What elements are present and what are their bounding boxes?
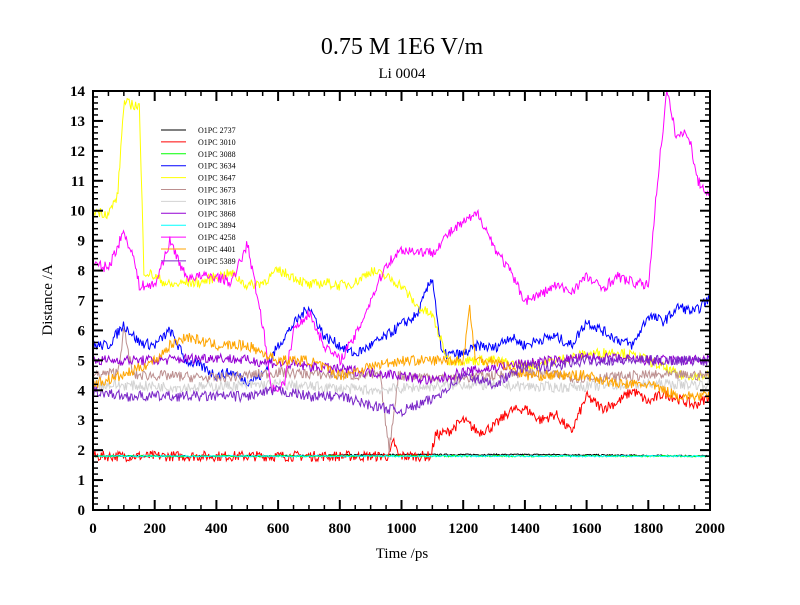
series-line-o1pc-3673 <box>92 328 710 453</box>
x-tick-label: 0 <box>89 521 97 537</box>
legend-label: O1PC 3868 <box>198 209 236 218</box>
x-tick-label: 1000 <box>387 521 417 537</box>
legend-label: O1PC 4401 <box>198 245 236 254</box>
y-tick-label: 11 <box>71 174 85 190</box>
legend-entry: O1PC 4401 <box>161 245 236 254</box>
legend-entry: O1PC 5389 <box>161 257 236 266</box>
legend-label: O1PC 3894 <box>198 221 236 230</box>
legend: O1PC 2737 O1PC 3010 O1PC 3088 O1PC 3634 O1PC… <box>161 126 236 266</box>
series-line-o1pc-4258 <box>92 90 710 393</box>
legend-label: O1PC 3816 <box>198 197 236 206</box>
y-tick-label: 12 <box>70 144 85 160</box>
y-tick-label: 4 <box>78 383 86 399</box>
legend-entry: O1PC 3868 <box>161 209 236 218</box>
series-line-o1pc-3816 <box>92 377 710 396</box>
legend-entry: O1PC 2737 <box>161 126 236 135</box>
legend-label: O1PC 5389 <box>198 257 236 266</box>
y-tick-label: 7 <box>78 294 86 310</box>
y-tick-label: 5 <box>78 353 86 369</box>
x-tick-label: 800 <box>329 521 352 537</box>
x-tick-label: 400 <box>205 521 228 537</box>
x-tick-label: 1200 <box>448 521 478 537</box>
legend-label: O1PC 3634 <box>198 162 236 171</box>
y-tick-label: 2 <box>78 443 86 459</box>
legend-label: O1PC 3010 <box>198 138 236 147</box>
legend-label: O1PC 3673 <box>198 186 236 195</box>
legend-label: O1PC 3647 <box>198 174 236 183</box>
y-tick-label: 14 <box>70 84 86 100</box>
series-line-o1pc-5389 <box>92 353 710 418</box>
series-line-o1pc-3868 <box>92 351 710 386</box>
y-tick-label: 0 <box>78 503 86 519</box>
y-tick-label: 3 <box>78 413 86 429</box>
legend-entry: O1PC 3010 <box>161 138 236 147</box>
y-tick-label: 13 <box>70 114 85 130</box>
legend-entry: O1PC 3894 <box>161 221 236 230</box>
chart-title: 0.75 M 1E6 V/m <box>321 34 484 60</box>
legend-entry: O1PC 3088 <box>161 150 236 159</box>
legend-entry: O1PC 4258 <box>161 233 236 242</box>
x-axis-label: Time /ps <box>376 546 429 562</box>
legend-entry: O1PC 3634 <box>161 162 236 171</box>
y-tick-label: 8 <box>78 264 86 280</box>
plot-frame <box>92 90 711 511</box>
y-tick-label: 10 <box>70 204 85 220</box>
y-tick-label: 6 <box>78 323 86 339</box>
x-tick-label: 1400 <box>510 521 540 537</box>
y-axis-label: Distance /A <box>40 264 56 335</box>
legend-label: O1PC 2737 <box>198 126 236 135</box>
x-tick-label: 1800 <box>633 521 663 537</box>
x-tick-label: 200 <box>143 521 166 537</box>
chart-subtitle: Li 0004 <box>378 66 426 82</box>
series-line-o1pc-4401 <box>92 304 710 403</box>
legend-entry: O1PC 3816 <box>161 197 236 206</box>
series-line-o1pc-3010 <box>92 387 710 463</box>
series-line-o1pc-3894 <box>92 454 710 458</box>
legend-entry: O1PC 3647 <box>161 174 236 183</box>
x-tick-label: 1600 <box>572 521 602 537</box>
y-tick-label: 9 <box>78 234 86 250</box>
x-tick-label: 600 <box>267 521 290 537</box>
series-layer <box>92 90 710 463</box>
legend-label: O1PC 4258 <box>198 233 236 242</box>
x-tick-label: 2000 <box>695 521 725 537</box>
legend-entry: O1PC 3673 <box>161 186 236 195</box>
legend-label: O1PC 3088 <box>198 150 236 159</box>
y-tick-label: 1 <box>78 473 86 489</box>
series-line-o1pc-3634 <box>92 278 710 387</box>
